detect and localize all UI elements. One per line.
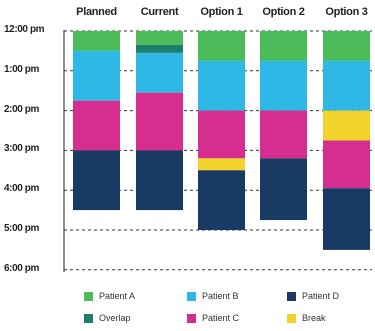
legend-label: Patient A xyxy=(99,291,136,301)
legend-swatch xyxy=(84,313,93,323)
bar-patient-b-2 xyxy=(198,60,245,111)
bar-patient-c-2 xyxy=(198,110,245,159)
bar-patient-b-1 xyxy=(136,52,183,93)
bar-break-2 xyxy=(198,158,245,171)
column-label-3: Option 2 xyxy=(262,6,305,18)
bar-patient-d-3 xyxy=(260,158,307,221)
legend-swatch xyxy=(84,291,93,301)
legend-label: Patient C xyxy=(202,313,240,323)
legend-swatch xyxy=(287,313,296,323)
time-tick-label-0: 12:00 pm xyxy=(4,24,45,35)
bar-patient-a-1 xyxy=(136,31,183,45)
bar-patient-b-4 xyxy=(323,60,370,111)
bar-patient-c-0 xyxy=(73,100,120,151)
legend-label: Break xyxy=(302,313,326,323)
legend-item-patient-c: Patient C xyxy=(187,313,239,323)
column-label-4: Option 3 xyxy=(325,6,368,18)
bar-patient-a-3 xyxy=(260,31,307,61)
bar-patient-d-0 xyxy=(73,150,120,211)
legend-item-patient-b: Patient B xyxy=(187,291,239,301)
legend-item-patient-a: Patient A xyxy=(84,291,135,301)
bar-patient-d-1 xyxy=(136,150,183,211)
bar-overlap-1 xyxy=(136,44,183,53)
legend-label: Patient D xyxy=(302,291,340,301)
bar-patient-c-1 xyxy=(136,92,183,151)
legend-item-patient-d: Patient D xyxy=(287,291,339,301)
bar-break-4 xyxy=(323,110,370,141)
legend-item-overlap: Overlap xyxy=(84,313,131,323)
column-label-2: Option 1 xyxy=(200,6,243,18)
legend-item-break: Break xyxy=(287,313,326,323)
time-tick-label-3: 3:00 pm xyxy=(4,143,39,155)
legend-swatch xyxy=(187,313,196,323)
column-label-1: Current xyxy=(140,6,179,18)
time-tick-label-4: 4:00 pm xyxy=(4,183,39,195)
time-tick-label-2: 2:00 pm xyxy=(4,103,39,115)
time-tick-label-6: 6:00 pm xyxy=(4,262,39,274)
bar-patient-d-2 xyxy=(198,170,245,230)
legend-label: Patient B xyxy=(202,291,239,301)
schedule-bars xyxy=(73,31,370,250)
bar-patient-a-2 xyxy=(198,31,245,61)
bar-patient-d-4 xyxy=(323,188,370,250)
column-label-0: Planned xyxy=(76,6,117,18)
bar-patient-a-4 xyxy=(323,31,370,61)
bar-patient-c-4 xyxy=(323,140,370,189)
time-tick-label-5: 5:00 pm xyxy=(4,223,39,234)
legend-swatch xyxy=(287,291,296,301)
bar-patient-c-3 xyxy=(260,110,307,159)
bar-patient-b-0 xyxy=(73,50,120,101)
legend-swatch xyxy=(187,291,196,301)
bar-patient-b-3 xyxy=(260,60,307,111)
time-tick-label-1: 1:00 pm xyxy=(4,63,39,75)
legend-label: Overlap xyxy=(99,313,131,323)
bar-patient-a-0 xyxy=(73,31,120,51)
